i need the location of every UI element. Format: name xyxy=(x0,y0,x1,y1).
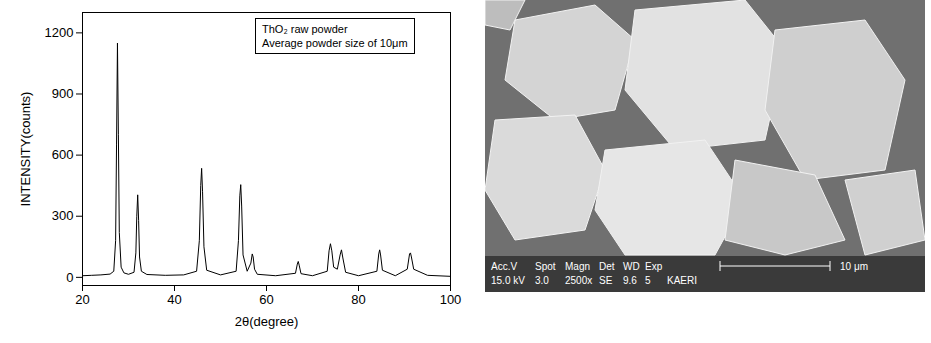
svg-text:5: 5 xyxy=(645,275,651,286)
svg-text:60: 60 xyxy=(259,292,273,307)
svg-text:15.0 kV: 15.0 kV xyxy=(491,275,525,286)
svg-text:600: 600 xyxy=(52,147,74,162)
svg-text:0: 0 xyxy=(66,270,73,285)
svg-text:1200: 1200 xyxy=(45,25,74,40)
svg-text:100: 100 xyxy=(440,292,462,307)
svg-text:9.6: 9.6 xyxy=(623,275,637,286)
svg-text:10 μm: 10 μm xyxy=(840,261,868,272)
svg-text:Spot: Spot xyxy=(535,261,556,272)
html-text:ThO₂ raw powder: ThO₂ raw powder xyxy=(262,23,348,35)
svg-text:Det: Det xyxy=(599,261,615,272)
svg-text:20: 20 xyxy=(75,292,89,307)
svg-text:Acc.V: Acc.V xyxy=(491,261,517,272)
svg-text:3.0: 3.0 xyxy=(535,275,549,286)
svg-text:2500x: 2500x xyxy=(565,275,592,286)
svg-text:300: 300 xyxy=(52,208,74,223)
svg-text:Exp: Exp xyxy=(645,261,663,272)
svg-text:40: 40 xyxy=(167,292,181,307)
svg-text:INTENSITY(counts): INTENSITY(counts) xyxy=(18,92,33,207)
svg-text:900: 900 xyxy=(52,86,74,101)
html-text:Average powder size of 10μm: Average powder size of 10μm xyxy=(262,37,408,49)
svg-text:2θ(degree): 2θ(degree) xyxy=(235,314,299,329)
svg-text:WD: WD xyxy=(623,261,640,272)
svg-text:80: 80 xyxy=(351,292,365,307)
svg-text:Magn: Magn xyxy=(565,261,590,272)
svg-text:SE: SE xyxy=(599,275,613,286)
svg-text:KAERI: KAERI xyxy=(667,275,697,286)
